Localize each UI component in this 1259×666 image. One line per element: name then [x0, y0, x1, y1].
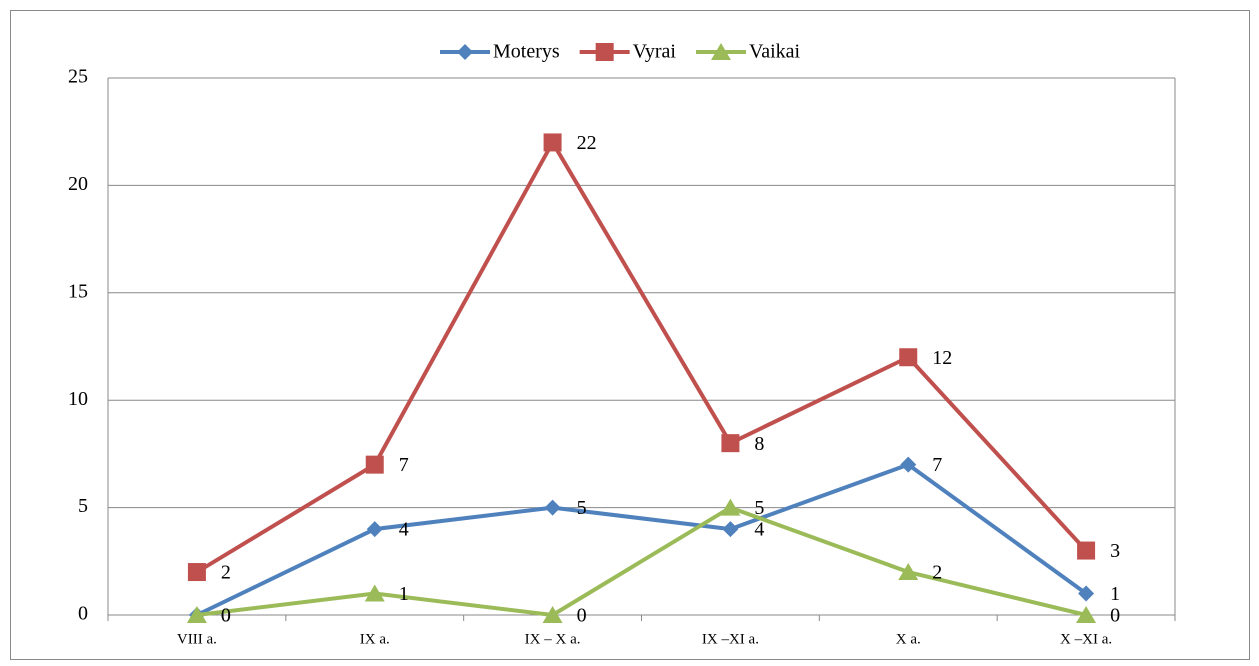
x-tick-label: X –XI a. [1060, 631, 1112, 647]
point-marker [1078, 585, 1095, 602]
series-line [196, 505, 1087, 617]
x-tick-label: IX a. [360, 631, 390, 647]
legend-marker [595, 43, 614, 61]
x-tick-label: VIII a. [177, 631, 217, 647]
x-tick-label: X a. [896, 631, 921, 647]
legend-label: Moterys [493, 41, 560, 63]
legend-marker [457, 44, 473, 60]
y-tick-label: 15 [68, 280, 88, 302]
data-label: 22 [577, 132, 597, 154]
y-tick-label: 25 [68, 66, 88, 88]
x-tick-label: IX –XI a. [702, 631, 759, 647]
point-marker [721, 434, 740, 453]
data-label: 0 [577, 605, 587, 627]
point-marker [543, 133, 562, 152]
data-label: 0 [1110, 605, 1120, 627]
data-label: 2 [932, 562, 942, 584]
data-label: 5 [754, 497, 764, 519]
y-tick-label: 20 [68, 173, 88, 195]
data-label: 4 [754, 519, 764, 541]
data-label: 2 [221, 562, 231, 584]
point-marker [1077, 541, 1096, 560]
point-marker [542, 606, 563, 623]
legend-label: Vyrai [633, 41, 677, 63]
data-label: 1 [1110, 583, 1120, 605]
data-label: 12 [932, 347, 952, 369]
point-marker [365, 455, 384, 474]
point-marker [1076, 606, 1097, 623]
y-tick-label: 5 [78, 495, 88, 517]
point-marker [186, 606, 207, 623]
data-label: 8 [754, 433, 764, 455]
point-marker [898, 563, 919, 581]
y-tick-label: 0 [78, 603, 88, 625]
y-tick-label: 10 [68, 388, 88, 410]
point-marker [900, 456, 917, 473]
legend-marker [711, 43, 731, 60]
point-marker [720, 498, 741, 516]
point-marker [187, 563, 206, 582]
x-tick-label: IX – X a. [525, 631, 581, 647]
data-label: 5 [577, 497, 587, 519]
data-label: 1 [399, 583, 409, 605]
data-label: 7 [399, 454, 409, 476]
data-label: 4 [399, 519, 409, 541]
legend-label: Vaikai [749, 41, 801, 63]
point-marker [544, 499, 561, 516]
data-label: 3 [1110, 540, 1120, 562]
data-label: 7 [932, 454, 942, 476]
point-marker [899, 348, 918, 367]
series-line [195, 140, 1088, 574]
point-marker [366, 521, 383, 538]
chart-border [10, 10, 1250, 660]
data-label: 0 [221, 605, 231, 627]
point-marker [364, 584, 385, 602]
series-line [196, 462, 1088, 617]
point-marker [722, 521, 739, 538]
data-label: 0 [221, 605, 231, 627]
